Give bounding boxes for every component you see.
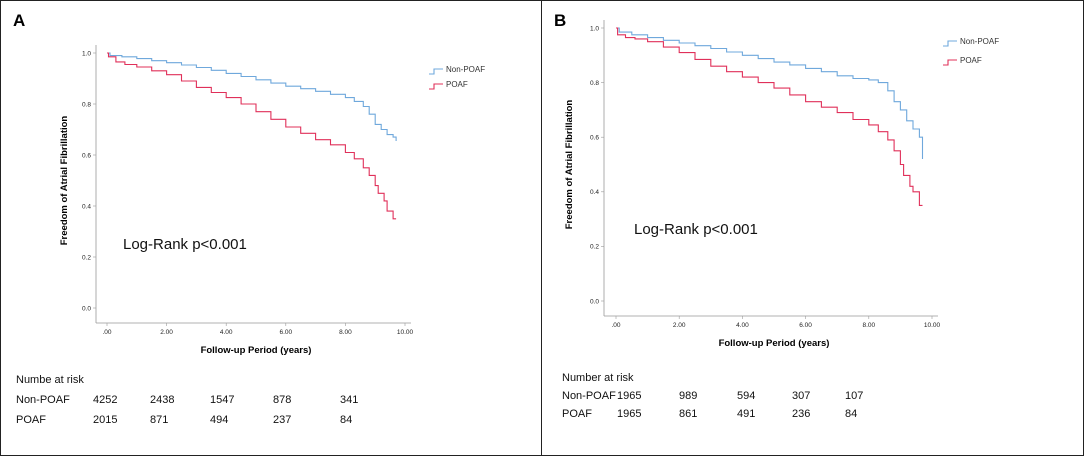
x-tick-label: 10.00 — [924, 322, 941, 329]
x-tick-label: 10.00 — [397, 329, 414, 336]
legend-swatch-poaf — [429, 83, 443, 90]
log-rank-annotation: Log-Rank p<0.001 — [123, 236, 247, 253]
risk-cell: 307 — [792, 390, 810, 402]
y-axis-title: Freedom of Atrial Fibrillation — [59, 116, 70, 246]
km-curve-non-poaf — [616, 27, 924, 159]
risk-cell: 341 — [340, 394, 358, 406]
risk-cell: 1965 — [617, 390, 641, 402]
y-tick-label: 1.0 — [82, 50, 91, 57]
y-tick-label: 0.8 — [82, 101, 91, 108]
risk-row-label: Non-POAF — [16, 394, 70, 406]
risk-cell: 989 — [679, 390, 697, 402]
risk-cell: 84 — [845, 408, 857, 420]
y-tick-label: 0.4 — [590, 189, 599, 196]
y-tick-label: 1.0 — [590, 25, 599, 32]
y-tick-label: 0.2 — [590, 244, 599, 251]
legend-swatch-non-poaf — [943, 40, 957, 47]
panel-b: B 0.0 0.2 0.4 0.6 0.8 1.0 .00 2.00 4.00 6.00 8.00 1… — [541, 0, 1084, 456]
risk-cell: 107 — [845, 390, 863, 402]
risk-cell: 1965 — [617, 408, 641, 420]
risk-cell: 491 — [737, 408, 755, 420]
risk-cell: 237 — [273, 414, 291, 426]
x-axis-title: Follow-up Period (years) — [719, 338, 830, 349]
y-tick-label: 0.2 — [82, 254, 91, 261]
km-curve-poaf — [616, 27, 923, 206]
x-tick-label: 2.00 — [160, 329, 173, 336]
risk-cell: 594 — [737, 390, 755, 402]
km-curve-poaf — [107, 52, 397, 220]
legend-label-non-poaf: Non-POAF — [446, 65, 485, 74]
risk-cell: 2015 — [93, 414, 117, 426]
risk-table-header: Number at risk — [562, 372, 634, 384]
x-tick-label: 2.00 — [673, 322, 686, 329]
risk-cell: 494 — [210, 414, 228, 426]
log-rank-annotation: Log-Rank p<0.001 — [634, 221, 758, 238]
legend-swatch-poaf — [943, 59, 957, 66]
risk-table-header: Numbe at risk — [16, 374, 84, 386]
panel-a: A 0.0 0.2 0.4 0.6 0.8 1.0 .00 2.00 4.00 6.00 8.00 1… — [0, 0, 542, 456]
x-tick-label: 8.00 — [862, 322, 875, 329]
legend-label-non-poaf: Non-POAF — [960, 37, 999, 46]
panel-label: B — [554, 11, 567, 30]
y-tick-label: 0.4 — [82, 203, 91, 210]
km-chart-a: 0.0 0.2 0.4 0.6 0.8 1.0 .00 2.00 4.00 6.00 8.00 10.… — [16, 45, 485, 426]
x-tick-label: 4.00 — [736, 322, 749, 329]
km-chart-b: 0.0 0.2 0.4 0.6 0.8 1.0 .00 2.00 4.00 6.00 8.00 10.… — [562, 20, 999, 420]
panel-label: A — [13, 11, 26, 30]
x-tick-label: .00 — [611, 322, 620, 329]
risk-cell: 236 — [792, 408, 810, 420]
y-tick-label: 0.6 — [590, 135, 599, 142]
risk-cell: 4252 — [93, 394, 117, 406]
x-tick-label: .00 — [102, 329, 111, 336]
y-tick-label: 0.6 — [82, 152, 91, 159]
risk-cell: 861 — [679, 408, 697, 420]
x-tick-label: 6.00 — [799, 322, 812, 329]
legend-label-poaf: POAF — [960, 56, 982, 65]
risk-row-label: POAF — [16, 414, 46, 426]
risk-row-label: Non-POAF — [562, 390, 616, 402]
legend-swatch-non-poaf — [429, 68, 443, 75]
y-tick-label: 0.8 — [590, 80, 599, 87]
risk-cell: 878 — [273, 394, 291, 406]
x-axis-title: Follow-up Period (years) — [201, 345, 312, 356]
y-tick-label: 0.0 — [82, 305, 91, 312]
risk-cell: 84 — [340, 414, 352, 426]
risk-cell: 871 — [150, 414, 168, 426]
risk-cell: 1547 — [210, 394, 234, 406]
x-tick-label: 6.00 — [279, 329, 292, 336]
legend-label-poaf: POAF — [446, 80, 468, 89]
x-tick-label: 4.00 — [220, 329, 233, 336]
km-curve-non-poaf — [107, 52, 397, 141]
y-tick-label: 0.0 — [590, 298, 599, 305]
y-axis-title: Freedom of Atrial Fibrillation — [564, 100, 575, 230]
x-tick-label: 8.00 — [339, 329, 352, 336]
risk-cell: 2438 — [150, 394, 174, 406]
risk-row-label: POAF — [562, 408, 592, 420]
